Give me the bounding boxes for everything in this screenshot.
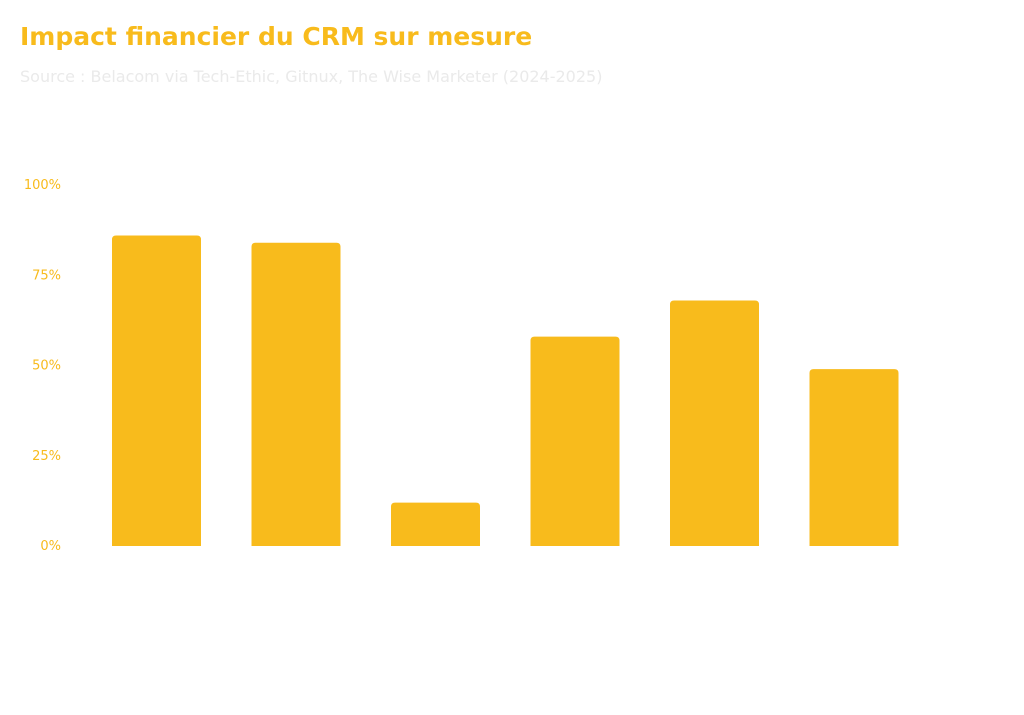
y-axis-tick-labels: 0% 25% 50% 75% 100% xyxy=(24,178,61,554)
y-tick-label: 75% xyxy=(32,268,61,283)
y-tick-label: 50% xyxy=(32,359,61,374)
chart-subtitle: Source : Belacom via Tech-Ethic, Gitnux,… xyxy=(20,67,603,86)
bar xyxy=(112,235,201,547)
y-tick-label: 25% xyxy=(32,449,61,464)
y-tick-label: 100% xyxy=(24,178,61,193)
bars-group xyxy=(112,235,899,547)
bar xyxy=(251,242,341,546)
y-tick-label: 0% xyxy=(40,539,61,554)
bar xyxy=(391,502,480,546)
chart-title: Impact financier du CRM sur mesure xyxy=(20,22,533,51)
bar xyxy=(670,300,759,546)
bar xyxy=(530,336,620,546)
bar xyxy=(809,369,899,546)
